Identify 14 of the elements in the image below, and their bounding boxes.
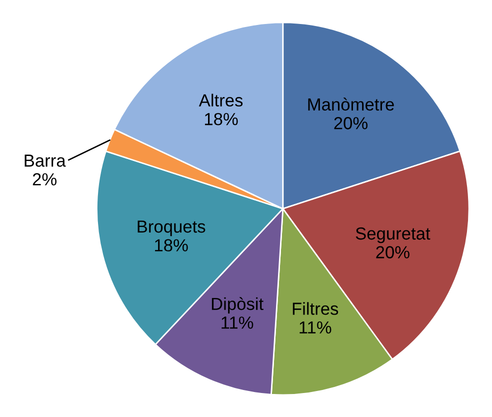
data-label: 11%: [300, 321, 332, 334]
data-label: 20%: [334, 117, 368, 130]
data-label: 11%: [222, 316, 254, 329]
slice-label: Altres: [198, 94, 243, 107]
slice-label: Seguretat: [356, 227, 430, 244]
data-label: 18%: [204, 112, 238, 126]
slice-label: Barra: [24, 154, 66, 167]
slice-label: Filtres: [292, 302, 338, 315]
data-label: 18%: [155, 239, 188, 252]
data-label: 2%: [32, 173, 57, 186]
data-label: 20%: [376, 246, 410, 258]
slice-label: Dipòsit: [212, 297, 264, 314]
slice-label: Manòmetre: [308, 98, 394, 111]
slice-label: Broquets: [138, 220, 206, 236]
